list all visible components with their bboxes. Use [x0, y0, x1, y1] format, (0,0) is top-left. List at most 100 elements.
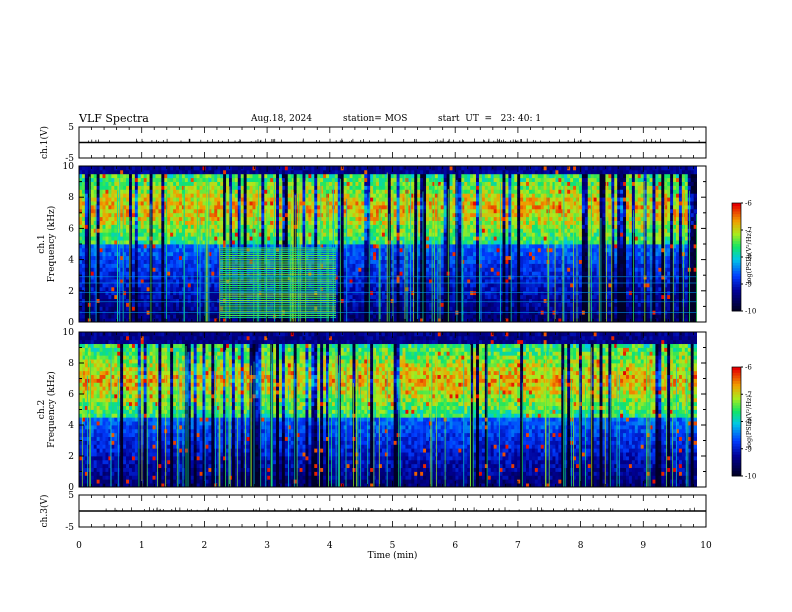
ch1-spectrogram-panel-cell — [355, 283, 359, 288]
ch1-spectrogram-panel-cell — [134, 228, 139, 233]
ch1-spectrogram-panel-cell — [352, 294, 356, 299]
ch1-spectrogram-panel-cell — [378, 197, 383, 202]
ch1-spectrogram-panel-cell — [264, 193, 268, 198]
ch1-spectrogram-panel-cell — [370, 302, 374, 307]
ch1-spectrogram-panel-cell — [164, 181, 168, 186]
ch1-spectrogram-panel-cell — [158, 271, 162, 276]
ch1-spectrogram-panel-cell — [234, 193, 239, 198]
ch1-spectrogram-panel-cell — [411, 205, 415, 210]
ch1-spectrogram-panel-cell — [276, 197, 280, 202]
ch1-spectrogram-panel-cell — [384, 306, 389, 311]
ch1-spectrogram-panel-cell — [173, 189, 177, 194]
ch1-spectrogram-panel-cell — [261, 271, 265, 276]
ch1-spectrogram-panel-cell — [184, 318, 189, 323]
ch1-spectrogram-panel-cell — [140, 314, 145, 319]
ch1-spectrogram-panel-cell — [393, 263, 398, 268]
ch1-spectrogram-panel-cell — [373, 244, 377, 249]
ch1-spectrogram-panel-cell — [93, 302, 98, 307]
ch1-spectrogram-panel-cell — [228, 185, 233, 190]
ch1-spectrogram-panel-cell — [208, 166, 212, 171]
ch1-spectrogram-panel-cell — [270, 173, 274, 179]
ch1-spectrogram-panel-cell — [426, 197, 430, 202]
ch1-spectrogram-panel-cell — [187, 314, 192, 319]
ch1-spectrogram-panel-cell — [423, 318, 427, 323]
ch1-spectrogram-panel-cell — [220, 177, 224, 182]
ch1-spectrogram-panel-cell — [355, 267, 359, 272]
ch1-spectrogram-panel-cell — [199, 166, 203, 171]
ch1-spectrogram-panel-cell — [93, 208, 98, 214]
ch1-spectrogram-panel-cell — [190, 216, 195, 221]
ch1-spectrogram-panel-cell — [240, 240, 245, 245]
ch1-spectrogram-panel-cell — [352, 177, 356, 182]
ch1-spectrogram-panel-cell — [411, 298, 415, 303]
ch1-spectrogram-panel-cell — [411, 283, 415, 288]
ch1-spectrogram-panel-cell — [426, 294, 430, 299]
ch1-spectrogram-panel-cell — [370, 173, 374, 179]
ch1-spectrogram-panel-cell — [417, 283, 421, 288]
ch1-spectrogram-panel-cell — [393, 306, 398, 311]
ch1-spectrogram-panel-cell — [187, 166, 192, 171]
ch1-spectrogram-panel-cell — [340, 286, 345, 292]
ch1-spectrogram-panel-cell — [184, 251, 189, 257]
ch1-spectrogram-panel-cell — [90, 279, 95, 284]
ch1-spectrogram-panel-cell — [367, 169, 371, 175]
ch1-spectrogram-panel-cell — [155, 169, 159, 175]
ch1-spectrogram-panel-cell — [131, 318, 136, 323]
ch1-spectrogram-panel-cell — [308, 232, 312, 237]
ch1-spectrogram-panel-cell — [393, 185, 398, 190]
ch1-spectrogram-panel-cell — [393, 290, 398, 296]
ch1-spectrogram-panel-cell — [220, 279, 224, 284]
ch1-spectrogram-panel-cell — [152, 302, 156, 307]
ch1-spectrogram-panel-cell — [143, 279, 148, 284]
ch1-spectrogram-panel-cell — [152, 169, 156, 175]
ch1-spectrogram-panel-cell — [317, 263, 321, 268]
ch1-spectrogram-panel-cell — [311, 271, 315, 276]
ch1-spectrogram-panel-cell — [249, 197, 253, 202]
ch1-spectrogram-panel-cell — [393, 286, 398, 292]
ch1-spectrogram-panel-cell — [81, 283, 86, 288]
ch1-spectrogram-panel-cell — [131, 286, 136, 292]
ch1-spectrogram-panel-cell — [423, 201, 427, 206]
ch1-spectrogram-panel-cell — [373, 263, 377, 268]
ch1-spectrogram-panel-cell — [167, 247, 171, 253]
ch1-spectrogram-panel-cell — [208, 177, 212, 182]
ch1-spectrogram-panel-cell — [184, 247, 189, 253]
ch1-spectrogram-panel-cell — [184, 240, 189, 245]
ch1-spectrogram-panel-cell — [211, 263, 215, 268]
ch1-spectrogram-panel-cell — [308, 169, 312, 175]
ch1-spectrogram-panel-cell — [246, 232, 250, 237]
ch1-spectrogram-panel-cell — [126, 228, 130, 233]
ch1-spectrogram-panel-cell — [411, 263, 415, 268]
ch1-spectrogram-panel-cell — [311, 166, 315, 171]
ch1-spectrogram-panel-cell — [117, 201, 121, 206]
ch1-spectrogram-panel-cell — [267, 216, 271, 221]
ch1-spectrogram-panel-cell — [105, 169, 109, 175]
ch1-spectrogram-panel-cell — [393, 259, 398, 264]
ch1-spectrogram-panel-cell — [93, 173, 98, 179]
ch1-spectrogram-panel-cell — [167, 193, 171, 198]
ch1-spectrogram-panel-cell — [417, 224, 421, 229]
ch1-spectrogram-panel-cell — [278, 228, 283, 233]
ch1-spectrogram-panel-cell — [281, 314, 286, 319]
ch1-spectrogram-panel-cell — [320, 279, 324, 284]
ch1-spectrogram-panel-cell — [355, 197, 359, 202]
ch1-spectrogram-panel-cell — [137, 247, 142, 253]
ch1-spectrogram-panel-cell — [178, 169, 183, 175]
ch1-spectrogram-panel-cell — [414, 193, 418, 198]
ch1-spectrogram-panel-cell — [261, 267, 265, 272]
ch1-spectrogram-panel-cell — [305, 228, 309, 233]
ch1-spectrogram-panel-cell — [134, 294, 139, 299]
ch1-spectrogram-panel-cell — [208, 181, 212, 186]
ch1-spectrogram-panel-cell — [399, 220, 403, 225]
ch1-spectrogram-panel-cell — [187, 240, 192, 245]
ch1-spectrogram-panel-cell — [184, 193, 189, 198]
ch1-spectrogram-panel-cell — [170, 263, 174, 268]
ch1-spectrogram-panel-cell — [278, 220, 283, 225]
ch1-spectrogram-panel-cell — [417, 255, 421, 260]
ch1-spectrogram-panel-cell — [134, 185, 139, 190]
ch1-spectrogram-panel-cell — [178, 173, 183, 179]
ch1-spectrogram-panel-cell — [214, 259, 218, 264]
ch1-spectrogram-panel-cell — [90, 185, 95, 190]
ch1-spectrogram-panel-cell — [79, 290, 83, 296]
ch1-spectrogram-panel-cell — [131, 181, 136, 186]
